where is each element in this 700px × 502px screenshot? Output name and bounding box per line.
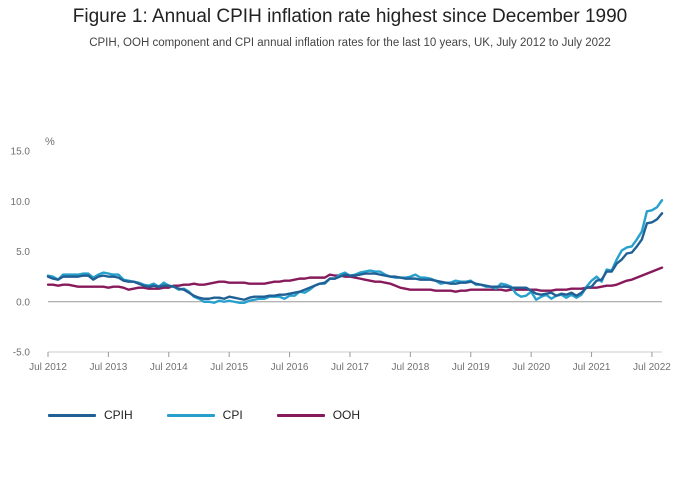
legend-label-ooh: OOH [332,408,361,422]
legend-item-cpi[interactable]: CPI [166,408,243,422]
x-tick-label: Jul 2015 [210,362,248,373]
y-tick-label: 10.0 [11,197,31,208]
y-tick-label: 15.0 [11,147,31,158]
x-tick-label: Jul 2012 [29,362,67,373]
legend-label-cpih: CPIH [104,408,133,422]
x-tick-label: Jul 2022 [633,362,671,373]
x-tick-label: Jul 2013 [89,362,127,373]
legend-swatch-cpih [48,413,96,417]
x-tick-label: Jul 2018 [391,362,429,373]
chart-legend: CPIH CPI OOH [48,408,394,422]
legend-item-cpih[interactable]: CPIH [48,408,133,422]
x-tick-label: Jul 2016 [271,362,309,373]
y-tick-label: -5.0 [13,348,31,359]
legend-swatch-ooh [276,413,325,417]
x-tick-label: Jul 2017 [331,362,369,373]
chart-title: Figure 1: Annual CPIH inflation rate hig… [72,6,628,27]
legend-label-cpi: CPI [222,408,243,422]
series-line-ooh [46,266,664,293]
y-tick-label: 5.0 [16,247,30,258]
legend-item-ooh[interactable]: OOH [276,408,361,422]
x-tick-label: Jul 2020 [512,362,550,373]
y-axis-unit-label: % [45,136,55,148]
y-tick-label: 0.0 [16,297,30,308]
x-tick-label: Jul 2014 [150,362,188,373]
x-tick-label: Jul 2019 [452,362,490,373]
x-tick-label: Jul 2021 [573,362,611,373]
chart-subtitle: CPIH, OOH component and CPI annual infla… [89,37,611,49]
legend-swatch-cpi [166,413,215,417]
series-line-cpih [46,212,664,301]
